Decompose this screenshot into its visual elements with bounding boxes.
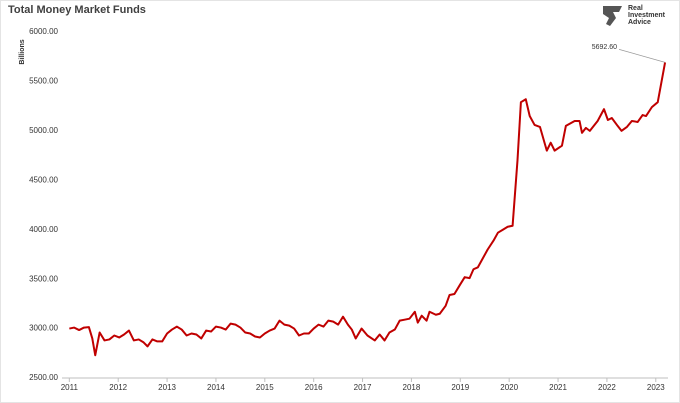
chart-title: Total Money Market Funds	[8, 4, 146, 16]
y-tick-label: 5000.00	[29, 126, 58, 135]
logo-text: Investment	[628, 12, 666, 19]
y-tick-label: 4500.00	[29, 175, 58, 184]
annotation-leader	[618, 49, 666, 63]
x-tick-label: 2021	[549, 383, 567, 392]
annotation: 5692.60	[592, 44, 617, 51]
x-tick-label: 2013	[158, 383, 176, 392]
x-tick-label: 2018	[403, 383, 421, 392]
logo: Real Investment Advice	[603, 5, 666, 26]
y-tick-label: 2500.00	[29, 373, 58, 382]
logo-icon	[603, 6, 622, 26]
logo-text: Advice	[628, 19, 651, 26]
x-tick-label: 2019	[451, 383, 469, 392]
y-tick-label: 3000.00	[29, 324, 58, 333]
x-tick-label: 2023	[647, 383, 665, 392]
x-tick-label: 2014	[207, 383, 225, 392]
x-tick-label: 2016	[305, 383, 323, 392]
y-tick-label: 6000.00	[29, 27, 58, 36]
x-tick-label: 2017	[354, 383, 372, 392]
x-tick-label: 2011	[61, 383, 79, 392]
y-tick-label: 4000.00	[29, 225, 58, 234]
logo-text: Real	[628, 5, 643, 12]
data-line	[69, 62, 667, 357]
x-tick-label: 2012	[109, 383, 127, 392]
y-tick-label: 3500.00	[29, 274, 58, 283]
y-axis-label: Billions	[19, 39, 26, 64]
x-tick-label: 2020	[500, 383, 518, 392]
x-tick-label: 2022	[598, 383, 616, 392]
x-tick-label: 2015	[256, 383, 274, 392]
y-tick-label: 5500.00	[29, 77, 58, 86]
